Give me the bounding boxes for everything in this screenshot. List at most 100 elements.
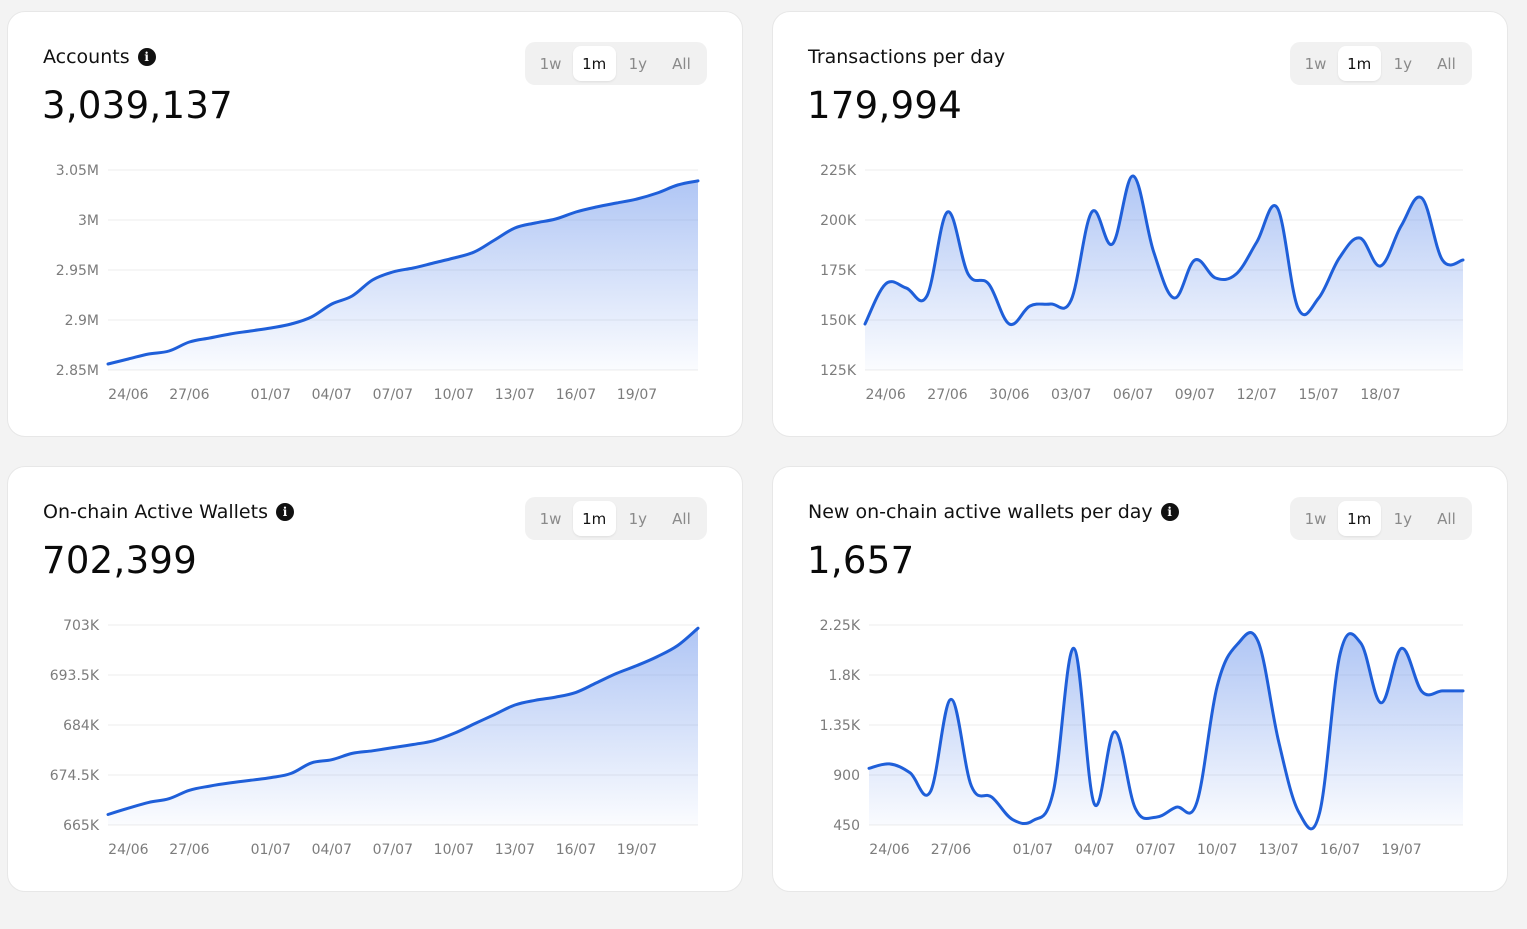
data-point[interactable] bbox=[1152, 250, 1156, 254]
data-point[interactable] bbox=[370, 749, 374, 753]
data-point[interactable] bbox=[289, 771, 293, 775]
data-point[interactable] bbox=[867, 766, 871, 770]
data-point[interactable] bbox=[574, 210, 578, 214]
data-point[interactable] bbox=[187, 788, 191, 792]
data-point[interactable] bbox=[1461, 689, 1465, 693]
range-button-1m[interactable]: 1m bbox=[1337, 46, 1381, 81]
data-point[interactable] bbox=[554, 695, 558, 699]
data-point[interactable] bbox=[1110, 242, 1114, 246]
data-point[interactable] bbox=[615, 201, 619, 205]
data-point[interactable] bbox=[309, 315, 313, 319]
data-point[interactable] bbox=[928, 790, 932, 794]
data-point[interactable] bbox=[432, 739, 436, 743]
data-point[interactable] bbox=[1133, 806, 1137, 810]
data-point[interactable] bbox=[1277, 740, 1281, 744]
data-point[interactable] bbox=[1214, 276, 1218, 280]
range-button-1m[interactable]: 1m bbox=[572, 501, 616, 536]
data-point[interactable] bbox=[289, 322, 293, 326]
data-point[interactable] bbox=[1195, 801, 1199, 805]
data-point[interactable] bbox=[533, 698, 537, 702]
data-point[interactable] bbox=[1317, 296, 1321, 300]
range-button-all[interactable]: All bbox=[660, 46, 703, 81]
data-point[interactable] bbox=[1215, 684, 1219, 688]
data-point[interactable] bbox=[554, 217, 558, 221]
data-point[interactable] bbox=[1275, 206, 1279, 210]
range-button-1m[interactable]: 1m bbox=[572, 46, 616, 81]
data-point[interactable] bbox=[350, 751, 354, 755]
range-button-1w[interactable]: 1w bbox=[529, 46, 572, 81]
range-button-1w[interactable]: 1w bbox=[1294, 46, 1337, 81]
data-point[interactable] bbox=[411, 742, 415, 746]
data-point[interactable] bbox=[106, 812, 110, 816]
range-button-all[interactable]: All bbox=[1425, 501, 1468, 536]
data-point[interactable] bbox=[1154, 815, 1158, 819]
data-point[interactable] bbox=[1172, 296, 1176, 300]
range-button-1y[interactable]: 1y bbox=[616, 501, 659, 536]
data-point[interactable] bbox=[696, 626, 700, 630]
data-point[interactable] bbox=[1399, 224, 1403, 228]
data-point[interactable] bbox=[411, 266, 415, 270]
data-point[interactable] bbox=[987, 282, 991, 286]
data-point[interactable] bbox=[908, 771, 912, 775]
data-point[interactable] bbox=[966, 272, 970, 276]
data-point[interactable] bbox=[1379, 264, 1383, 268]
range-button-all[interactable]: All bbox=[1425, 46, 1468, 81]
data-point[interactable] bbox=[1131, 174, 1135, 178]
data-point[interactable] bbox=[655, 655, 659, 659]
data-point[interactable] bbox=[187, 340, 191, 344]
data-point[interactable] bbox=[228, 332, 232, 336]
data-point[interactable] bbox=[949, 697, 953, 701]
data-point[interactable] bbox=[269, 326, 273, 330]
range-button-1m[interactable]: 1m bbox=[1337, 501, 1381, 536]
data-point[interactable] bbox=[1461, 258, 1465, 262]
range-button-1y[interactable]: 1y bbox=[1381, 46, 1424, 81]
data-point[interactable] bbox=[1440, 258, 1444, 262]
data-point[interactable] bbox=[391, 746, 395, 750]
data-point[interactable] bbox=[1297, 811, 1301, 815]
info-icon[interactable]: i bbox=[275, 503, 294, 521]
info-icon[interactable]: i bbox=[1160, 503, 1179, 521]
data-point[interactable] bbox=[1255, 240, 1259, 244]
range-button-1y[interactable]: 1y bbox=[1381, 501, 1424, 536]
data-point[interactable] bbox=[1420, 690, 1424, 694]
data-point[interactable] bbox=[208, 784, 212, 788]
data-point[interactable] bbox=[269, 776, 273, 780]
data-point[interactable] bbox=[1359, 641, 1363, 645]
data-point[interactable] bbox=[1113, 730, 1117, 734]
data-point[interactable] bbox=[309, 761, 313, 765]
data-point[interactable] bbox=[945, 210, 949, 214]
data-point[interactable] bbox=[370, 278, 374, 282]
data-point[interactable] bbox=[472, 250, 476, 254]
data-point[interactable] bbox=[887, 762, 891, 766]
data-point[interactable] bbox=[1338, 652, 1342, 656]
data-point[interactable] bbox=[533, 221, 537, 225]
data-point[interactable] bbox=[126, 806, 130, 810]
data-point[interactable] bbox=[635, 664, 639, 668]
data-point[interactable] bbox=[147, 352, 151, 356]
data-point[interactable] bbox=[1441, 689, 1445, 693]
data-point[interactable] bbox=[513, 703, 517, 707]
data-point[interactable] bbox=[228, 781, 232, 785]
data-point[interactable] bbox=[208, 336, 212, 340]
data-point[interactable] bbox=[248, 329, 252, 333]
range-button-all[interactable]: All bbox=[660, 501, 703, 536]
data-point[interactable] bbox=[513, 226, 517, 230]
data-point[interactable] bbox=[904, 286, 908, 290]
data-point[interactable] bbox=[1193, 258, 1197, 262]
data-point[interactable] bbox=[863, 322, 867, 326]
data-point[interactable] bbox=[1420, 196, 1424, 200]
data-point[interactable] bbox=[1031, 819, 1035, 823]
range-button-1w[interactable]: 1w bbox=[1294, 501, 1337, 536]
data-point[interactable] bbox=[1051, 790, 1055, 794]
data-point[interactable] bbox=[493, 238, 497, 242]
data-point[interactable] bbox=[1256, 640, 1260, 644]
data-point[interactable] bbox=[106, 362, 110, 366]
data-point[interactable] bbox=[1007, 322, 1011, 326]
data-point[interactable] bbox=[1234, 272, 1238, 276]
data-point[interactable] bbox=[452, 256, 456, 260]
data-point[interactable] bbox=[330, 302, 334, 306]
data-point[interactable] bbox=[167, 349, 171, 353]
data-point[interactable] bbox=[1092, 802, 1096, 806]
range-button-1y[interactable]: 1y bbox=[616, 46, 659, 81]
data-point[interactable] bbox=[615, 671, 619, 675]
